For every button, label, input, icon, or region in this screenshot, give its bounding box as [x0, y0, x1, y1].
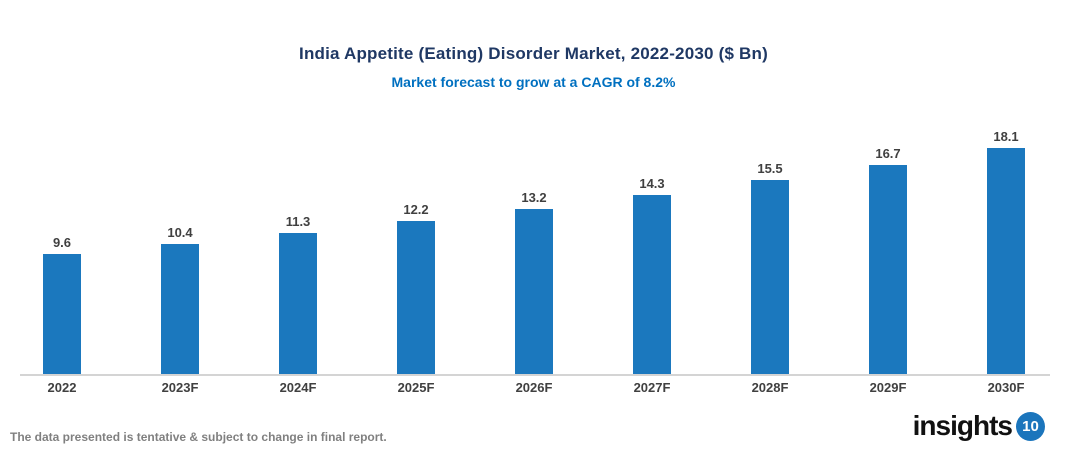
bar-value-label: 16.7	[875, 146, 901, 161]
bar	[515, 209, 553, 374]
x-axis-tick-label: 2022	[47, 380, 77, 395]
x-axis-tick-label: 2023F	[161, 380, 199, 395]
bar	[279, 233, 317, 374]
chart-subtitle: Market forecast to grow at a CAGR of 8.2…	[391, 74, 676, 90]
bar	[633, 195, 671, 374]
bar-value-label: 9.6	[52, 235, 72, 250]
x-axis-tick-label: 2030F	[987, 380, 1025, 395]
chart-header: India Appetite (Eating) Disorder Market,…	[0, 44, 1067, 90]
bar	[869, 165, 907, 374]
x-axis-line	[20, 374, 1050, 376]
bar-column: 16.7	[829, 146, 947, 374]
bar-value-label: 18.1	[993, 129, 1019, 144]
x-axis-tick-label: 2028F	[751, 380, 789, 395]
bar-value-label: 14.3	[639, 176, 665, 191]
x-axis-tick-label: 2026F	[515, 380, 553, 395]
bar-column: 12.2	[357, 202, 475, 374]
bar-column: 14.3	[593, 176, 711, 374]
bar-value-label: 10.4	[167, 225, 193, 240]
insights10-logo: insights 10	[913, 410, 1045, 442]
disclaimer-text: The data presented is tentative & subjec…	[10, 430, 387, 444]
logo-badge-10: 10	[1016, 411, 1045, 441]
x-axis-tick-label: 2027F	[633, 380, 671, 395]
bar-column: 9.6	[3, 235, 121, 374]
bar-value-label: 13.2	[521, 190, 547, 205]
bar-column: 10.4	[121, 225, 239, 374]
bar-value-label: 15.5	[757, 161, 783, 176]
bar-column: 11.3	[239, 214, 357, 374]
bar	[751, 180, 789, 374]
bar	[987, 148, 1025, 374]
x-axis-tick-label: 2029F	[869, 380, 907, 395]
logo-text: insights	[912, 410, 1013, 441]
bar	[43, 254, 81, 374]
plot-area: 9.6 10.4 11.3 12.2 13.2 14.3 15.5 16.7 18.1	[3, 120, 1065, 376]
bar-column: 15.5	[711, 161, 829, 374]
chart-title: India Appetite (Eating) Disorder Market,…	[299, 44, 768, 63]
bar-column: 13.2	[475, 190, 593, 374]
bar-value-label: 11.3	[285, 214, 311, 229]
x-axis-labels: 2022 2023F 2024F 2025F 2026F 2027F 2028F 2029F 2…	[3, 380, 1065, 395]
bar	[397, 221, 435, 374]
x-axis-tick-label: 2025F	[397, 380, 435, 395]
bar-column: 18.1	[947, 129, 1065, 374]
x-axis-tick-label: 2024F	[279, 380, 317, 395]
bar-chart: 9.6 10.4 11.3 12.2 13.2 14.3 15.5 16.7 18.1 2022…	[3, 120, 1065, 395]
bar	[161, 244, 199, 374]
bar-value-label: 12.2	[403, 202, 429, 217]
